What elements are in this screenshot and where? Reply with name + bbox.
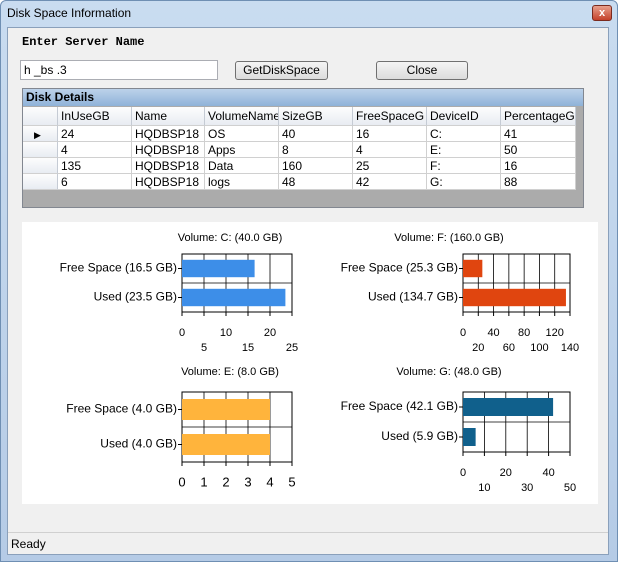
table-cell: 50 xyxy=(501,142,576,158)
chart-title: Volume: C: (40.0 GB) xyxy=(178,232,283,244)
data-grid: Disk Details InUseGB Name VolumeName SizeGB… xyxy=(22,88,584,208)
table-cell: G: xyxy=(427,174,501,190)
x-tick-label: 0 xyxy=(179,327,185,339)
bar xyxy=(463,259,483,278)
x-tick-label: 40 xyxy=(487,327,499,339)
chart-title: Volume: F: (160.0 GB) xyxy=(394,232,503,244)
column-header: PercentageG xyxy=(501,107,576,126)
x-tick-label: 0 xyxy=(460,327,466,339)
category-label: Free Space (4.0 GB) xyxy=(66,402,177,416)
x-tick-label: 120 xyxy=(546,327,564,339)
column-header: VolumeName xyxy=(205,107,279,126)
table-cell: logs xyxy=(205,174,279,190)
x-tick-label: 5 xyxy=(288,474,295,489)
column-header: InUseGB xyxy=(58,107,132,126)
table-cell: E: xyxy=(427,142,501,158)
table-cell: Apps xyxy=(205,142,279,158)
table-cell: C: xyxy=(427,126,501,142)
x-tick-label: 40 xyxy=(542,467,554,479)
table-cell: F: xyxy=(427,158,501,174)
x-tick-label: 5 xyxy=(201,342,207,354)
get-disk-space-button[interactable]: GetDiskSpace xyxy=(235,61,328,80)
table-cell: 16 xyxy=(353,126,427,142)
table-cell: 88 xyxy=(501,174,576,190)
table-cell: 8 xyxy=(279,142,353,158)
x-tick-label: 3 xyxy=(244,474,251,489)
chart-title: Volume: G: (48.0 GB) xyxy=(396,366,501,378)
table-cell: 42 xyxy=(353,174,427,190)
column-header: FreeSpaceG xyxy=(353,107,427,126)
x-tick-label: 100 xyxy=(530,342,548,354)
table-cell: 4 xyxy=(58,142,132,158)
table-cell: 4 xyxy=(353,142,427,158)
table-cell: 48 xyxy=(279,174,353,190)
row-header xyxy=(23,142,58,158)
bar xyxy=(182,399,270,420)
bar xyxy=(463,288,566,307)
x-tick-label: 30 xyxy=(521,482,533,494)
category-label: Used (4.0 GB) xyxy=(100,437,177,451)
x-tick-label: 2 xyxy=(222,474,229,489)
x-tick-label: 15 xyxy=(242,342,254,354)
column-header: DeviceID xyxy=(427,107,501,126)
bar xyxy=(463,398,554,416)
table-cell: HQDBSP18 xyxy=(132,174,205,190)
table-cell: HQDBSP18 xyxy=(132,142,205,158)
row-header xyxy=(23,158,58,174)
x-tick-label: 20 xyxy=(264,327,276,339)
x-tick-label: 20 xyxy=(472,342,484,354)
server-input[interactable]: h _bs .3 xyxy=(20,60,218,80)
column-header: Name xyxy=(132,107,205,126)
window-close[interactable]: x xyxy=(592,5,612,21)
row-header-corner xyxy=(23,107,58,126)
status-bar: Ready xyxy=(8,532,608,554)
table-cell: HQDBSP18 xyxy=(132,158,205,174)
x-tick-label: 0 xyxy=(460,467,466,479)
bar xyxy=(182,288,286,307)
x-tick-label: 20 xyxy=(500,467,512,479)
category-label: Used (134.7 GB) xyxy=(368,290,458,304)
x-tick-label: 140 xyxy=(561,342,579,354)
server-label: Enter Server Name xyxy=(22,35,145,49)
x-tick-label: 50 xyxy=(564,482,576,494)
table-cell: 6 xyxy=(58,174,132,190)
bar xyxy=(182,259,255,278)
table-cell: Data xyxy=(205,158,279,174)
x-tick-label: 1 xyxy=(200,474,207,489)
table-cell: OS xyxy=(205,126,279,142)
bar xyxy=(182,434,270,455)
row-header: ▶ xyxy=(23,126,58,142)
chart-title: Volume: E: (8.0 GB) xyxy=(181,366,279,378)
window-title: Disk Space Information xyxy=(7,6,132,20)
category-label: Used (5.9 GB) xyxy=(381,429,458,443)
column-header: SizeGB xyxy=(279,107,353,126)
table-cell: 24 xyxy=(58,126,132,142)
table-cell: HQDBSP18 xyxy=(132,126,205,142)
table-cell: 40 xyxy=(279,126,353,142)
x-tick-label: 10 xyxy=(478,482,490,494)
x-tick-label: 10 xyxy=(220,327,232,339)
x-tick-label: 60 xyxy=(503,342,515,354)
table-cell: 16 xyxy=(501,158,576,174)
chart-background xyxy=(22,222,598,504)
grid-caption: Disk Details xyxy=(23,89,583,106)
x-tick-label: 80 xyxy=(518,327,530,339)
x-tick-label: 25 xyxy=(286,342,298,354)
x-tick-label: 0 xyxy=(178,474,185,489)
table-cell: 41 xyxy=(501,126,576,142)
category-label: Free Space (16.5 GB) xyxy=(60,261,177,275)
category-label: Free Space (25.3 GB) xyxy=(341,261,458,275)
bar xyxy=(463,428,476,446)
category-label: Free Space (42.1 GB) xyxy=(341,399,458,413)
category-label: Used (23.5 GB) xyxy=(94,290,177,304)
table-cell: 25 xyxy=(353,158,427,174)
table-cell: 135 xyxy=(58,158,132,174)
table-cell: 160 xyxy=(279,158,353,174)
close-button[interactable]: Close xyxy=(376,61,468,80)
x-tick-label: 4 xyxy=(266,474,273,489)
row-header xyxy=(23,174,58,190)
